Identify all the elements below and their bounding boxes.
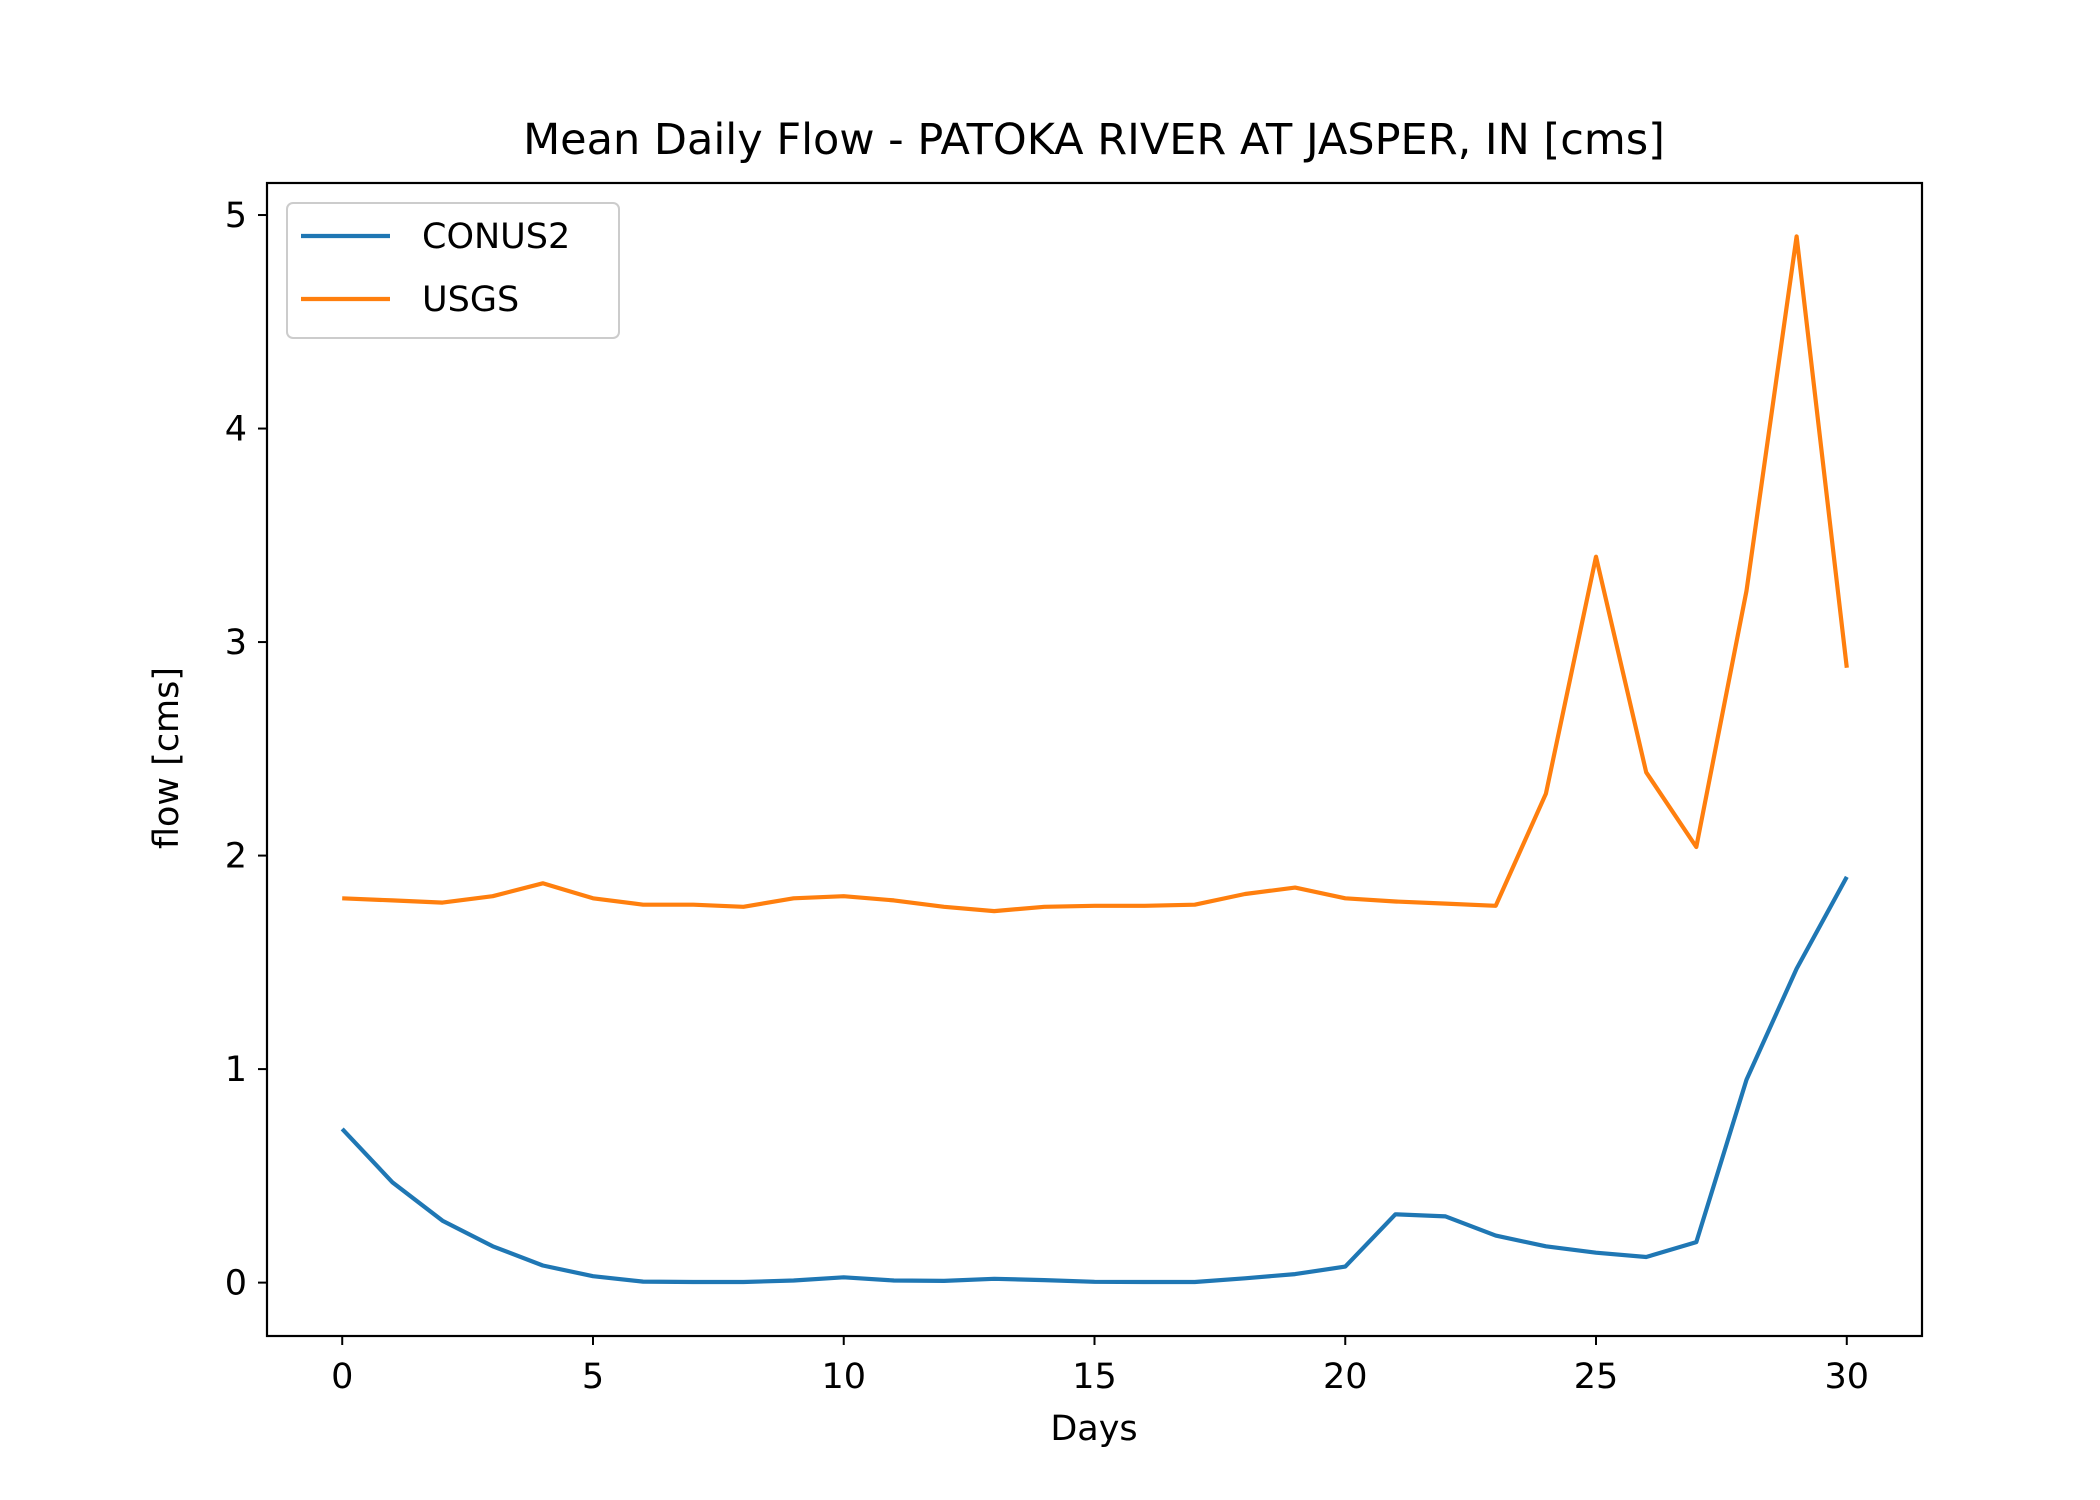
legend-label-usgs: USGS <box>422 280 519 320</box>
series-layer <box>340 234 1849 1285</box>
y-tick-label: 1 <box>225 1050 247 1090</box>
x-tick-label: 25 <box>1574 1357 1619 1397</box>
ticks-layer: 0 5 10 15 20 25 30 0 1 2 3 4 5 <box>225 196 1869 1397</box>
x-tick-label: 10 <box>821 1357 866 1397</box>
x-tick-label: 15 <box>1072 1357 1117 1397</box>
x-axis-label: Days <box>1050 1409 1137 1449</box>
x-tick-label: 20 <box>1323 1357 1368 1397</box>
series-line-usgs <box>342 234 1849 914</box>
chart-title: Mean Daily Flow - PATOKA RIVER AT JASPER… <box>523 115 1665 165</box>
series-line-conus2 <box>340 875 1849 1285</box>
y-tick-label: 0 <box>225 1264 247 1304</box>
legend-label-conus2: CONUS2 <box>422 217 570 257</box>
y-tick-label: 4 <box>225 410 247 450</box>
y-tick-label: 2 <box>225 837 247 877</box>
plot-frame <box>265 181 1924 1338</box>
x-tick-label: 30 <box>1824 1357 1869 1397</box>
x-tick-label: 0 <box>331 1357 353 1397</box>
y-axis-label: flow [cms] <box>147 667 187 849</box>
y-tick-label: 3 <box>225 623 247 663</box>
legend: CONUS2 USGS <box>286 202 620 339</box>
y-tick-label: 5 <box>225 196 247 236</box>
x-tick-label: 5 <box>582 1357 604 1397</box>
